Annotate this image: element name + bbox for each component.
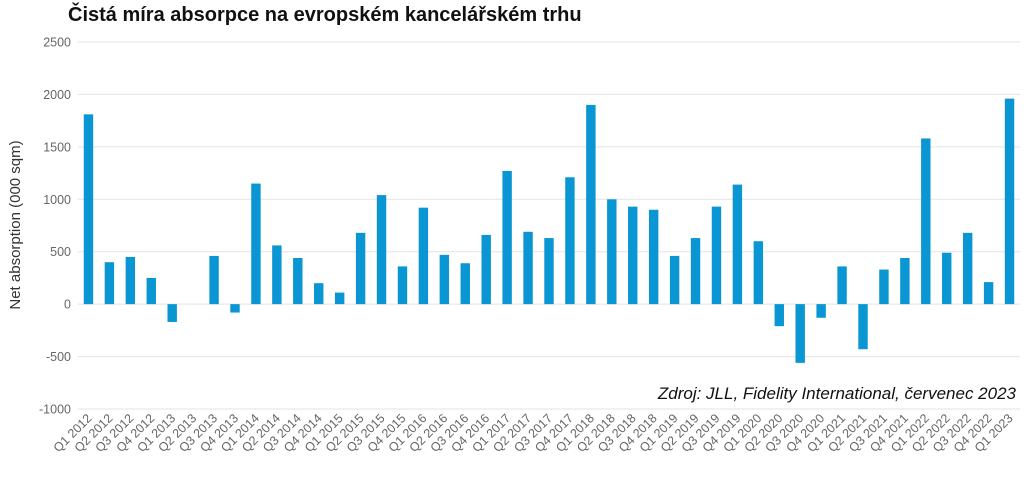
bar	[983, 282, 994, 305]
gridlines	[78, 41, 1020, 410]
bar	[418, 207, 429, 305]
source-note: Zdroj: JLL, Fidelity International, červ…	[657, 384, 1017, 403]
bar	[209, 255, 219, 305]
bar	[858, 304, 868, 350]
y-tick-label: -1000	[39, 403, 71, 417]
bar	[837, 266, 847, 305]
bar	[104, 262, 115, 305]
bar	[921, 138, 931, 305]
bar	[230, 304, 240, 313]
bar	[962, 232, 973, 305]
y-tick-label: 2000	[43, 88, 71, 102]
bar	[544, 238, 554, 305]
y-tick-label: 1000	[43, 193, 71, 207]
bar	[879, 269, 889, 305]
bar	[167, 304, 177, 322]
bar	[753, 241, 764, 305]
bar	[376, 195, 387, 305]
y-tick-label: -500	[46, 350, 71, 364]
bars	[83, 98, 1015, 363]
bar	[523, 231, 533, 305]
bar	[251, 183, 261, 305]
y-axis-ticks: 2500 2000 1500 1000 500 0 -500 -1000	[39, 36, 71, 417]
bar	[397, 266, 408, 305]
bar	[565, 177, 575, 305]
bar	[272, 245, 282, 305]
bar	[1004, 98, 1015, 305]
chart-title: Čistá míra absorpce na evropském kancelá…	[68, 4, 582, 26]
bar	[481, 234, 491, 305]
bar	[314, 283, 324, 305]
bar	[711, 206, 722, 305]
bar	[774, 304, 784, 327]
bar	[502, 170, 512, 305]
y-tick-label: 0	[64, 298, 71, 312]
y-tick-label: 1500	[43, 140, 71, 154]
bar	[732, 184, 743, 305]
bar	[628, 206, 638, 305]
bar	[942, 252, 952, 305]
bar	[439, 254, 450, 305]
bar	[816, 304, 826, 318]
bar	[460, 263, 470, 305]
bar	[607, 199, 617, 305]
bar	[146, 277, 156, 305]
y-axis-title: Net absorption (000 sqm)	[7, 140, 24, 309]
y-tick-label: 2500	[43, 36, 71, 50]
bar	[648, 209, 659, 305]
y-tick-label: 500	[50, 245, 71, 259]
bar	[293, 258, 303, 305]
bar	[125, 256, 136, 305]
bar	[83, 114, 94, 305]
bar	[669, 255, 680, 305]
bar	[690, 238, 701, 305]
bar	[900, 258, 910, 305]
bar	[334, 292, 345, 305]
bar	[586, 104, 596, 305]
bar	[795, 304, 805, 363]
bar	[355, 232, 366, 305]
